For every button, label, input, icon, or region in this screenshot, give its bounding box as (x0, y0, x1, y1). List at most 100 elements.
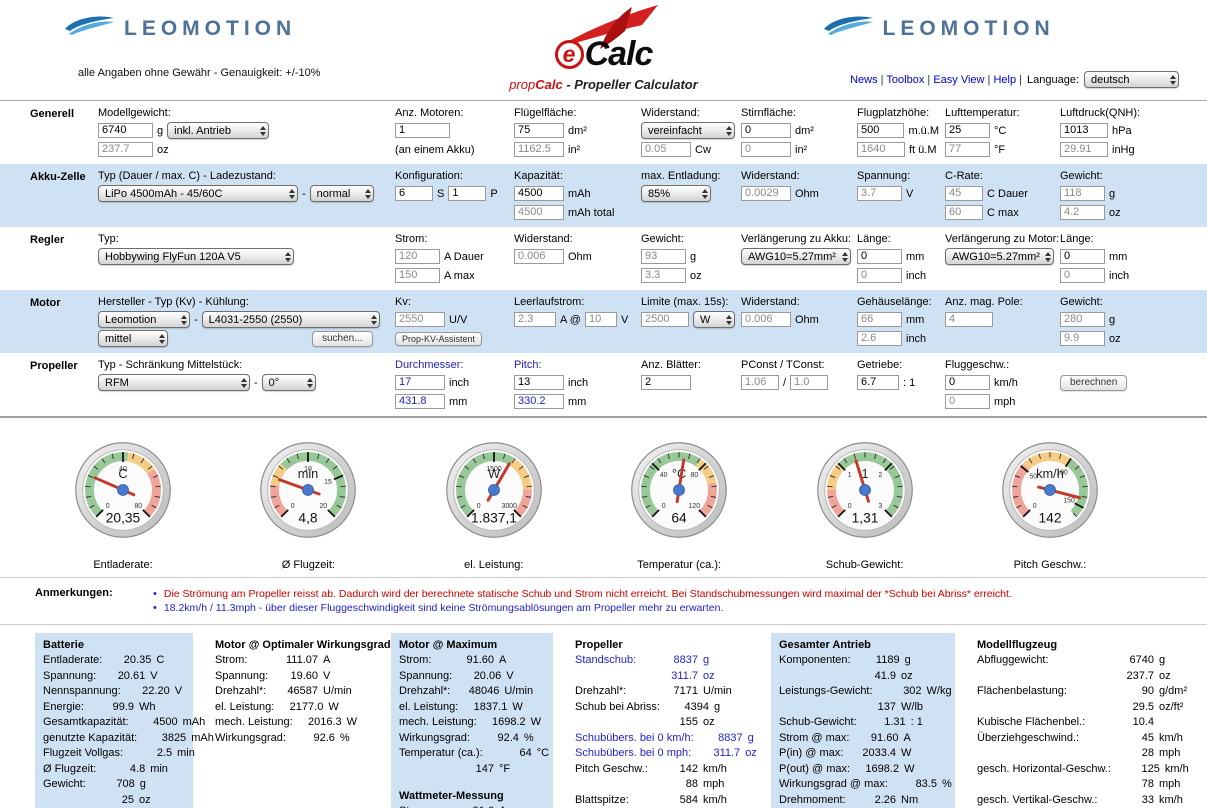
text-input[interactable]: 1013 (1060, 123, 1108, 138)
text-input[interactable]: 1 (448, 186, 487, 201)
text-input[interactable]: 6.7 (857, 375, 899, 390)
text-input[interactable]: 2.6 (857, 331, 902, 346)
text-input[interactable]: 1 (395, 123, 450, 138)
section-akku-zelle: Akku-Zelle Typ (Dauer / max. C) - Ladezus… (0, 164, 1207, 227)
text-input[interactable]: 0 (741, 142, 791, 157)
text-input[interactable]: 4 (945, 312, 993, 327)
text-input[interactable]: 118 (1060, 186, 1105, 201)
text-input[interactable]: 60 (945, 205, 983, 220)
svg-text:120: 120 (689, 503, 701, 510)
text-input[interactable]: 9.9 (1060, 331, 1105, 346)
text-input[interactable]: 0 (1060, 268, 1105, 283)
notes-list: Die Strömung am Propeller reisst ab. Dad… (153, 587, 1012, 615)
text-input[interactable]: 237.7 (98, 142, 153, 157)
text-input[interactable]: 0 (945, 375, 990, 390)
text-input[interactable]: 6 (395, 186, 433, 201)
dropdown-value: 0° (268, 376, 280, 389)
text-input[interactable]: 4.2 (1060, 205, 1105, 220)
result-unit: g (703, 654, 710, 666)
dropdown-leomotion[interactable]: Leomotion (98, 311, 190, 328)
result-row: Flugzeit Vollgas: 2.5 min (43, 746, 195, 762)
text-input[interactable]: 0 (741, 123, 791, 138)
text-input[interactable]: 0 (857, 249, 902, 264)
result-row: Kubische Flächenbel.: 10.4 (977, 715, 1205, 731)
language-select[interactable]: deutsch (1084, 71, 1179, 88)
dropdown-w[interactable]: W (693, 311, 735, 328)
text-input[interactable]: 0.006 (741, 312, 791, 327)
nav-link-easy-view[interactable]: Easy View (933, 73, 985, 86)
text-input[interactable]: 0.006 (514, 249, 564, 264)
text-input[interactable]: 2 (641, 375, 691, 390)
dropdown-normal[interactable]: normal (309, 185, 374, 202)
result-unit: km/h (703, 762, 727, 775)
text-input[interactable]: 150 (395, 268, 440, 283)
button-berechnen[interactable]: berechnen (1060, 374, 1128, 391)
field-unit-text: dm² (795, 124, 814, 137)
dropdown-value: LiPo 4500mAh - 45/60C (105, 187, 223, 200)
text-input[interactable]: 45 (945, 186, 983, 201)
text-input[interactable]: 0.05 (641, 142, 691, 157)
text-input[interactable]: 29.91 (1060, 142, 1108, 157)
text-input[interactable]: 120 (395, 249, 440, 264)
text-input[interactable]: 500 (857, 123, 905, 138)
button-prop-kv-assistent[interactable]: Prop-KV-Assistent (395, 331, 483, 346)
text-input[interactable]: 280 (1060, 312, 1105, 327)
dropdown-mittel[interactable]: mittel (98, 330, 168, 347)
field-row: 45 C Dauer (945, 184, 1054, 203)
text-input[interactable]: 13 (514, 375, 564, 390)
text-input[interactable]: 17 (395, 375, 445, 390)
dropdown-rfm[interactable]: RFM (98, 374, 250, 391)
text-input[interactable]: 4500 (514, 186, 564, 201)
text-input[interactable]: 93 (641, 249, 686, 264)
text-input[interactable]: 2550 (395, 312, 445, 327)
text-input[interactable]: 0 (857, 268, 902, 283)
text-input[interactable]: 431.8 (395, 394, 445, 409)
dropdown-awg10-5-27mm[interactable]: AWG10=5.27mm² (741, 248, 851, 265)
text-input[interactable]: 3.7 (857, 186, 902, 201)
text-input[interactable]: 25 (945, 123, 990, 138)
note-item: Die Strömung am Propeller reisst ab. Dad… (153, 587, 1012, 601)
gauge-el-leistung: 0 1500 3000 W 1.837,1 el. Leistung: (429, 427, 559, 571)
text-input[interactable]: 0.0029 (741, 186, 791, 201)
field-label: Widerstand: (641, 107, 700, 119)
dropdown-vereinfacht[interactable]: vereinfacht (641, 122, 735, 139)
result-unit: mph (1159, 747, 1181, 759)
text-input[interactable]: 1.06 (741, 375, 779, 390)
svg-text:50: 50 (1029, 474, 1037, 481)
text-input[interactable]: 2.3 (514, 312, 556, 327)
text-input[interactable]: 3.3 (641, 268, 686, 283)
text-input[interactable]: 0 (1060, 249, 1105, 264)
svg-text:°C: °C (672, 466, 686, 481)
nav-link-toolbox[interactable]: Toolbox (886, 73, 925, 86)
text-input[interactable]: 75 (514, 123, 564, 138)
button-suchen[interactable]: suchen... (312, 330, 373, 347)
nav-link-news[interactable]: News (850, 73, 878, 86)
field-row: 237.7 oz (98, 140, 389, 159)
dropdown-85[interactable]: 85% (641, 185, 711, 202)
text-input[interactable]: 0 (945, 394, 990, 409)
text-input[interactable]: 66 (857, 312, 902, 327)
nav-link-help[interactable]: Help (993, 73, 1017, 86)
result-row: Wirkungsgrad: 92.6% (215, 731, 369, 747)
result-unit: min (150, 762, 168, 775)
dropdown-0[interactable]: 0° (261, 374, 316, 391)
field-row: 6740 g inkl. Antrieb (98, 121, 389, 140)
text-input[interactable]: 1640 (857, 142, 905, 157)
text-input[interactable]: 1.0 (790, 375, 829, 390)
dropdown-awg10-5-27mm[interactable]: AWG10=5.27mm² (945, 248, 1054, 265)
text-input[interactable]: 330.2 (514, 394, 564, 409)
text-input[interactable]: 2500 (641, 312, 689, 327)
dropdown-inkl-antrieb[interactable]: inkl. Antrieb (167, 122, 270, 139)
text-input[interactable]: 10 (584, 312, 617, 327)
text-input[interactable]: 6740 (98, 123, 153, 138)
result-value: 92.4 (497, 731, 519, 744)
dropdown-hobbywing-flyfun-120a-v5[interactable]: Hobbywing FlyFun 120A V5 (98, 248, 294, 265)
text-input[interactable]: 4500 (514, 205, 564, 220)
result-label: el. Leistung: (399, 700, 459, 713)
dropdown-lipo-4500mah-45-60c[interactable]: LiPo 4500mAh - 45/60C (98, 185, 298, 202)
field-l-nge: Länge: 0 mm 0 inch (1060, 233, 1207, 285)
text-input[interactable]: 77 (945, 142, 990, 157)
results-column-title: Gesamter Antrieb (779, 639, 871, 651)
dropdown-l4031-2550-2550[interactable]: L4031-2550 (2550) (201, 311, 380, 328)
text-input[interactable]: 1162.5 (514, 142, 564, 157)
